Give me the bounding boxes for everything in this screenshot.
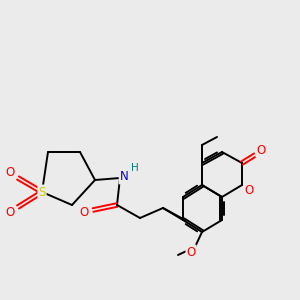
Text: O: O [5,166,15,178]
Text: S: S [38,185,46,199]
Text: O: O [186,245,196,259]
Text: O: O [256,143,266,157]
Text: O: O [244,184,253,197]
Text: H: H [131,163,139,173]
Text: O: O [80,206,88,220]
Text: N: N [120,170,128,184]
Text: O: O [5,206,15,220]
